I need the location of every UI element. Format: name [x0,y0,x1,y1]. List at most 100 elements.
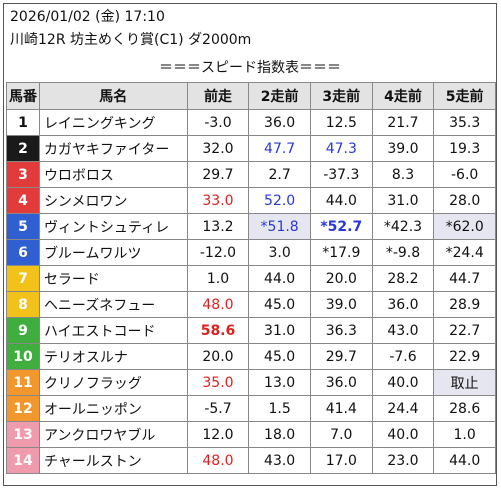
speed-index-cell: 58.6 [186,317,250,344]
col-header-5-races-ago: 5走前 [433,82,496,110]
speed-index-cell: 13.0 [248,369,311,396]
speed-index-cell: 31.0 [371,187,435,214]
speed-index-cell: 13.2 [186,213,250,240]
speed-index-cell: 35.3 [433,109,496,136]
speed-index-cell: -5.7 [186,395,250,422]
speed-index-cell: 44.0 [433,447,496,474]
horse-name: オールニッポン [38,395,188,422]
speed-index-cell: 32.0 [186,135,250,162]
horse-number: 13 [6,421,40,448]
speed-index-cell: 28.0 [433,187,496,214]
table-row: 1 レイニングキング -3.0 36.0 12.5 21.7 35.3 [6,109,496,136]
speed-index-cell: 12.5 [309,109,373,136]
speed-index-cell: 48.0 [186,447,250,474]
col-header-3-races-ago: 3走前 [309,82,373,110]
horse-number: 12 [6,395,40,422]
speed-index-cell: 47.7 [248,135,311,162]
horse-name: テリオスルナ [38,343,188,370]
speed-index-cell: 44.7 [433,265,496,292]
speed-index-cell: 24.4 [371,395,435,422]
table-row: 10 テリオスルナ 20.0 45.0 29.7 -7.6 22.9 [6,343,496,370]
table-row: 13 アンクロワヤブル 12.0 18.0 7.0 40.0 1.0 [6,421,496,448]
table-row: 9 ハイエストコード 58.6 31.0 36.3 43.0 22.7 [6,317,496,344]
table-row: 3 ウロボロス 29.7 2.7 -37.3 8.3 -6.0 [6,161,496,188]
speed-index-cell: 2.7 [248,161,311,188]
speed-index-cell: 1.0 [433,421,496,448]
speed-index-cell: -7.6 [371,343,435,370]
speed-index-cell: 22.9 [433,343,496,370]
speed-index-cell: 40.0 [371,421,435,448]
race-datetime: 2026/01/02 (金) 17:10 [10,9,165,25]
horse-number: 2 [6,135,40,162]
speed-index-cell: 47.3 [309,135,373,162]
speed-index-cell: *52.7 [309,213,373,240]
speed-index-cell: *62.0 [433,213,496,240]
speed-index-cell: -6.0 [433,161,496,188]
speed-index-cell: 28.6 [433,395,496,422]
horse-number: 9 [6,317,40,344]
horse-name: ウロボロス [38,161,188,188]
speed-index-cell: 29.7 [309,343,373,370]
speed-index-cell: 43.0 [371,317,435,344]
speed-index-cell: 17.0 [309,447,373,474]
horse-number: 7 [6,265,40,292]
col-header-last-race: 前走 [186,82,250,110]
speed-index-cell: -3.0 [186,109,250,136]
horse-name: シンメロワン [38,187,188,214]
table-header-row: 馬番 馬名 前走 2走前 3走前 4走前 5走前 [6,82,496,110]
horse-number: 4 [6,187,40,214]
horse-number: 1 [6,109,40,136]
speed-index-cell: 36.3 [309,317,373,344]
table-row: 14 チャールストン 48.0 43.0 17.0 23.0 44.0 [6,447,496,474]
horse-number: 8 [6,291,40,318]
horse-name: ヘニーズネフュー [38,291,188,318]
table-row: 12 オールニッポン -5.7 1.5 41.4 24.4 28.6 [6,395,496,422]
speed-index-cell: 39.0 [371,135,435,162]
speed-index-cell: 23.0 [371,447,435,474]
horse-number: 6 [6,239,40,266]
speed-index-cell: 48.0 [186,291,250,318]
speed-index-cell: *-9.8 [371,239,435,266]
speed-index-table: 馬番 馬名 前走 2走前 3走前 4走前 5走前 1 レイニングキング -3.0 36… [6,82,496,474]
speed-index-cell: 22.7 [433,317,496,344]
speed-index-cell: 21.7 [371,109,435,136]
speed-index-cell: 44.0 [309,187,373,214]
speed-index-cell: 40.0 [371,369,435,396]
horse-name: アンクロワヤブル [38,421,188,448]
speed-index-cell: 33.0 [186,187,250,214]
speed-index-cell: 36.0 [309,369,373,396]
speed-index-cell: 3.0 [248,239,311,266]
speed-index-cell: 1.0 [186,265,250,292]
horse-number: 14 [6,447,40,474]
speed-index-cell: *51.8 [248,213,311,240]
table-row: 8 ヘニーズネフュー 48.0 45.0 39.0 36.0 28.9 [6,291,496,318]
horse-number: 11 [6,369,40,396]
horse-number: 10 [6,343,40,370]
speed-index-cell: 36.0 [248,109,311,136]
speed-index-cell: -37.3 [309,161,373,188]
speed-index-cell: *24.4 [433,239,496,266]
speed-index-cell: 28.9 [433,291,496,318]
race-title: 川崎12R 坊主めくり賞(C1) ダ2000m [10,32,252,48]
table-row: 6 ブルームワルツ -12.0 3.0 *17.9 *-9.8 *24.4 [6,239,496,266]
speed-index-cell: 29.7 [186,161,250,188]
table-row: 7 セラード 1.0 44.0 20.0 28.2 44.7 [6,265,496,292]
table-row: 11 クリノフラッグ 35.0 13.0 36.0 40.0 取止 [6,369,496,396]
speed-index-cell: 45.0 [248,291,311,318]
col-header-2-races-ago: 2走前 [248,82,311,110]
speed-index-cell: 取止 [433,369,496,396]
speed-index-cell: 20.0 [186,343,250,370]
table-row: 4 シンメロワン 33.0 52.0 44.0 31.0 28.0 [6,187,496,214]
speed-index-cell: 7.0 [309,421,373,448]
horse-name: セラード [38,265,188,292]
horse-name: ブルームワルツ [38,239,188,266]
speed-index-cell: 41.4 [309,395,373,422]
horse-name: ヴィントシュティレ [38,213,188,240]
speed-index-cell: 19.3 [433,135,496,162]
speed-index-cell: -12.0 [186,239,250,266]
speed-index-sheet: 2026/01/02 (金) 17:10 川崎12R 坊主めくり賞(C1) ダ2… [3,3,497,486]
horse-name: チャールストン [38,447,188,474]
col-header-4-races-ago: 4走前 [371,82,435,110]
col-header-horse-name: 馬名 [38,82,188,110]
speed-index-cell: 43.0 [248,447,311,474]
